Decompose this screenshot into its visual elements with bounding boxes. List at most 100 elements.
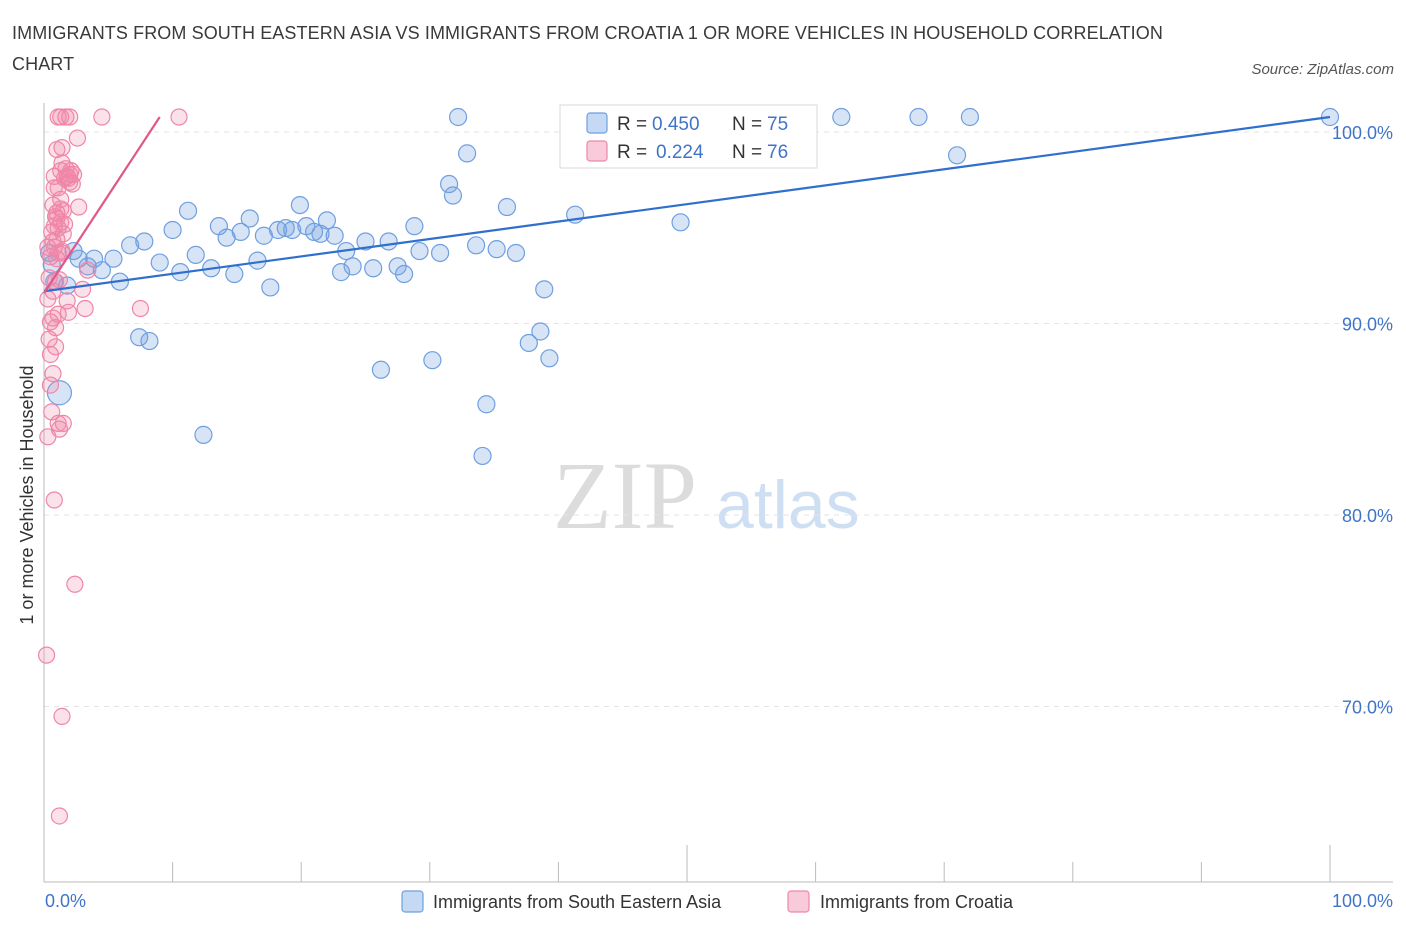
point-south-eastern-asia xyxy=(140,331,159,351)
trend-line-south-eastern-asia xyxy=(43,115,1331,293)
point-south-eastern-asia xyxy=(104,249,123,268)
chart-title: IMMIGRANTS FROM SOUTH EASTERN ASIA VS IM… xyxy=(12,23,1163,74)
watermark-atlas: atlas xyxy=(716,467,860,543)
point-south-eastern-asia xyxy=(379,232,398,251)
point-south-eastern-asia xyxy=(519,333,538,353)
point-south-eastern-asia xyxy=(92,261,111,280)
bottom-legend: Immigrants from South Eastern Asia Immig… xyxy=(401,890,1014,913)
point-croatia xyxy=(70,198,88,216)
point-south-eastern-asia xyxy=(457,144,477,163)
point-south-eastern-asia xyxy=(163,220,182,240)
point-south-eastern-asia xyxy=(497,197,517,217)
point-croatia xyxy=(53,242,71,260)
point-south-eastern-asia xyxy=(231,222,250,241)
legend-n-label-croatia: N = xyxy=(732,142,762,163)
point-croatia xyxy=(57,108,75,126)
point-croatia xyxy=(55,215,74,233)
legend-box: R = 0.450 N = 75 R = 0.224 N = 76 xyxy=(559,104,818,169)
point-croatia xyxy=(49,414,67,432)
trend-line-croatia xyxy=(43,116,161,294)
legend-n-value-sea: 75 xyxy=(767,114,788,135)
point-croatia xyxy=(66,575,84,593)
point-south-eastern-asia xyxy=(276,218,295,238)
point-south-eastern-asia xyxy=(535,280,554,299)
point-south-eastern-asia xyxy=(439,174,459,194)
point-croatia xyxy=(45,491,63,509)
chart-source: Source: ZipAtlas.com xyxy=(1251,61,1394,78)
legend-r-label-sea: R = xyxy=(617,114,647,135)
scatter-points xyxy=(37,107,1340,825)
y-tick-label: 100.0% xyxy=(1332,123,1393,143)
point-croatia xyxy=(49,305,67,323)
point-croatia xyxy=(54,414,72,432)
point-croatia xyxy=(79,261,97,279)
point-south-eastern-asia xyxy=(832,107,851,127)
point-south-eastern-asia xyxy=(960,107,980,127)
point-south-eastern-asia xyxy=(121,236,140,255)
x-tick-label-right: 100.0% xyxy=(1332,891,1393,911)
point-south-eastern-asia xyxy=(540,349,559,368)
y-axis-label: 1 or more Vehicles in Household xyxy=(17,365,37,624)
point-south-eastern-asia xyxy=(194,425,213,444)
point-croatia xyxy=(44,365,62,383)
point-south-eastern-asia xyxy=(947,146,967,165)
point-croatia xyxy=(76,299,94,318)
point-south-eastern-asia xyxy=(331,263,351,282)
point-south-eastern-asia xyxy=(506,243,526,263)
point-croatia xyxy=(93,108,111,126)
point-croatia xyxy=(46,319,65,337)
point-south-eastern-asia xyxy=(317,211,337,230)
bottom-legend-swatch-sea xyxy=(401,890,424,913)
point-croatia xyxy=(170,108,188,126)
point-croatia xyxy=(53,139,71,157)
legend-r-value-croatia: 0.224 xyxy=(656,142,704,163)
point-south-eastern-asia xyxy=(304,222,324,241)
point-croatia xyxy=(64,165,83,184)
point-croatia xyxy=(53,707,71,725)
point-south-eastern-asia xyxy=(150,253,169,272)
legend-swatch-croatia xyxy=(586,140,608,162)
point-south-eastern-asia xyxy=(531,322,550,341)
x-tick-label-left: 0.0% xyxy=(45,891,86,911)
point-south-eastern-asia xyxy=(473,446,492,466)
point-south-eastern-asia xyxy=(186,245,205,264)
point-south-eastern-asia xyxy=(423,351,442,370)
point-south-eastern-asia xyxy=(443,186,463,205)
y-tick-labels: 100.0% 90.0% 80.0% 70.0% xyxy=(1332,123,1393,718)
point-south-eastern-asia xyxy=(466,236,486,255)
point-south-eastern-asia xyxy=(225,264,244,284)
point-south-eastern-asia xyxy=(477,395,496,414)
point-south-eastern-asia xyxy=(364,259,383,278)
point-south-eastern-asia xyxy=(130,328,149,347)
bottom-legend-label-sea: Immigrants from South Eastern Asia xyxy=(433,892,722,912)
watermark-zip: ZIP xyxy=(553,442,697,549)
y-tick-label: 70.0% xyxy=(1342,698,1393,718)
point-croatia xyxy=(61,108,79,126)
bottom-legend-label-croatia: Immigrants from Croatia xyxy=(820,892,1014,912)
point-south-eastern-asia xyxy=(283,220,302,240)
point-south-eastern-asia xyxy=(343,257,362,276)
point-croatia xyxy=(59,303,78,321)
point-croatia xyxy=(73,280,92,298)
point-south-eastern-asia xyxy=(240,209,259,228)
point-south-eastern-asia xyxy=(178,201,198,220)
point-south-eastern-asia xyxy=(487,240,506,259)
y-tick-label: 90.0% xyxy=(1342,315,1393,335)
trend-lines xyxy=(43,115,1331,294)
point-south-eastern-asia xyxy=(430,243,450,263)
point-south-eastern-asia xyxy=(405,217,424,236)
point-croatia xyxy=(50,807,69,825)
point-south-eastern-asia xyxy=(290,195,310,215)
legend-n-label-sea: N = xyxy=(732,114,762,135)
point-south-eastern-asia xyxy=(448,107,468,127)
point-south-eastern-asia xyxy=(261,278,280,297)
legend-n-value-croatia: 76 xyxy=(767,142,788,163)
point-south-eastern-asia xyxy=(325,226,344,245)
y-tick-label: 80.0% xyxy=(1342,506,1393,526)
point-croatia xyxy=(131,299,150,318)
point-croatia xyxy=(52,108,70,126)
point-south-eastern-asia xyxy=(394,264,414,284)
point-south-eastern-asia xyxy=(909,107,928,127)
point-south-eastern-asia xyxy=(356,232,375,251)
